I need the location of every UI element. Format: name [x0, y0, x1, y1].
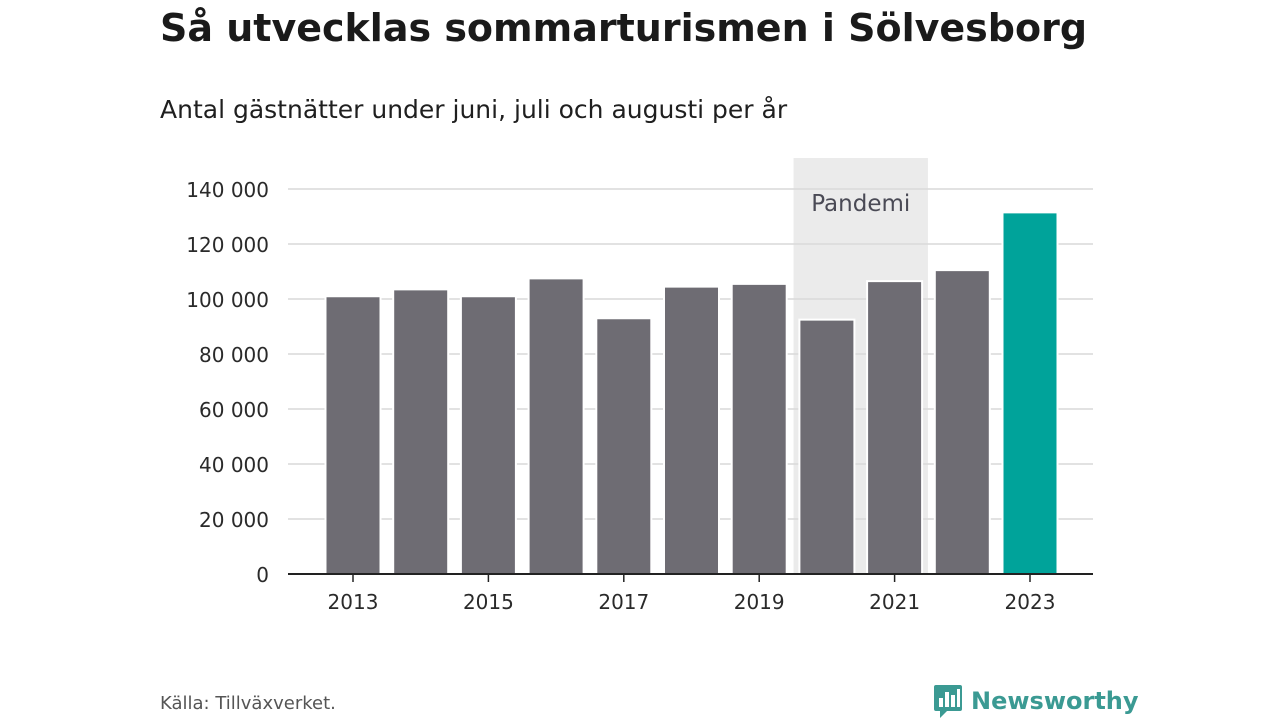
bar-2017	[595, 317, 653, 575]
y-tick-label: 20 000	[199, 508, 269, 532]
brand-name: Newsworthy	[971, 687, 1139, 715]
brand-logo: Newsworthy	[933, 683, 1139, 719]
bar-2015	[459, 295, 517, 575]
bar-2023	[1001, 211, 1059, 575]
x-tick-label: 2013	[328, 590, 379, 614]
y-tick-label: 140 000	[186, 178, 269, 202]
chart-subtitle: Antal gästnätter under juni, juli och au…	[160, 95, 788, 124]
x-tick-label: 2023	[1005, 590, 1056, 614]
bar-2019	[730, 282, 788, 575]
bar-2021	[866, 280, 924, 575]
source-note: Källa: Tillväxverket.	[160, 693, 336, 714]
y-tick-label: 120 000	[186, 233, 269, 257]
bar-2013	[324, 295, 382, 575]
newsworthy-logo-icon	[934, 685, 962, 718]
bar-2014	[392, 288, 450, 575]
pandemic-label: Pandemi	[811, 191, 910, 217]
x-tick-label: 2017	[598, 590, 649, 614]
y-tick-label: 60 000	[199, 398, 269, 422]
x-tick-label: 2019	[734, 590, 785, 614]
y-tick-label: 40 000	[199, 453, 269, 477]
bar-2020	[798, 318, 856, 575]
x-tick-label: 2021	[869, 590, 920, 614]
x-tick-label: 2015	[463, 590, 514, 614]
y-tick-label: 80 000	[199, 343, 269, 367]
chart-title: Så utvecklas sommarturismen i Sölvesborg	[160, 6, 1088, 50]
y-tick-label: 0	[256, 563, 269, 587]
bar-2022	[933, 269, 991, 575]
y-tick-label: 100 000	[186, 288, 269, 312]
bar-2018	[663, 285, 720, 575]
bar-2016	[527, 277, 585, 575]
